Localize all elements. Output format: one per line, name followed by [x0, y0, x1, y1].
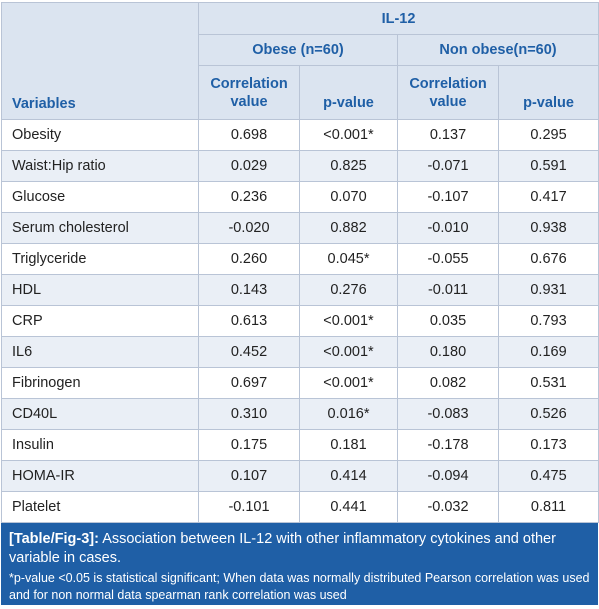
table-row: HOMA-IR 0.107 0.414 -0.094 0.475	[1, 460, 599, 492]
caption-main: [Table/Fig-3]: Association between IL-12…	[9, 530, 590, 568]
cell-pvalue-non-obese: 0.938	[497, 212, 599, 244]
cell-correlation-obese: 0.236	[198, 181, 300, 213]
cell-correlation-non-obese: -0.032	[397, 491, 499, 523]
subheader-line: value	[429, 93, 467, 110]
subheader-pvalue-non-obese: p-value	[497, 65, 599, 120]
group-header-non-obese: Non obese(n=60)	[396, 34, 599, 66]
cell-pvalue-non-obese: 0.173	[497, 429, 599, 461]
cell-correlation-non-obese: -0.010	[397, 212, 499, 244]
cell-correlation-non-obese: -0.011	[397, 274, 499, 306]
cell-correlation-non-obese: -0.055	[397, 243, 499, 275]
cell-variable: Glucose	[1, 181, 199, 213]
table-row: IL6 0.452 <0.001* 0.180 0.169	[1, 336, 599, 368]
table-row: Glucose 0.236 0.070 -0.107 0.417	[1, 181, 599, 213]
cell-correlation-obese: 0.698	[198, 119, 300, 151]
cell-pvalue-non-obese: 0.793	[497, 305, 599, 337]
cell-correlation-non-obese: 0.082	[397, 367, 499, 399]
cell-pvalue-obese: 0.882	[299, 212, 398, 244]
cell-correlation-non-obese: 0.035	[397, 305, 499, 337]
cell-pvalue-obese: 0.045*	[299, 243, 398, 275]
cell-variable: Fibrinogen	[1, 367, 199, 399]
cell-correlation-non-obese: -0.071	[397, 150, 499, 182]
table-header: Variables IL-12 Obese (n=60) Non obese(n…	[1, 2, 599, 120]
cell-correlation-obese: -0.020	[198, 212, 300, 244]
cell-correlation-obese: 0.143	[198, 274, 300, 306]
cell-variable: Triglyceride	[1, 243, 199, 275]
cell-correlation-obese: 0.452	[198, 336, 300, 368]
cell-correlation-obese: 0.175	[198, 429, 300, 461]
cell-variable: HOMA-IR	[1, 460, 199, 492]
cell-pvalue-non-obese: 0.475	[497, 460, 599, 492]
variables-header: Variables	[1, 2, 199, 120]
cell-pvalue-obese: <0.001*	[299, 119, 398, 151]
cell-variable: Serum cholesterol	[1, 212, 199, 244]
subheader-correlation-non-obese: Correlation value	[397, 65, 499, 120]
cell-pvalue-non-obese: 0.526	[497, 398, 599, 430]
cell-correlation-non-obese: 0.180	[397, 336, 499, 368]
cell-variable: Obesity	[1, 119, 199, 151]
correlation-table: Variables IL-12 Obese (n=60) Non obese(n…	[1, 2, 599, 523]
cell-correlation-non-obese: 0.137	[397, 119, 499, 151]
cell-correlation-obese: 0.697	[198, 367, 300, 399]
cell-correlation-obese: 0.260	[198, 243, 300, 275]
cell-pvalue-non-obese: 0.417	[497, 181, 599, 213]
table-row: Triglyceride 0.260 0.045* -0.055 0.676	[1, 243, 599, 275]
table-row: Waist:Hip ratio 0.029 0.825 -0.071 0.591	[1, 150, 599, 182]
cell-variable: HDL	[1, 274, 199, 306]
cell-pvalue-obese: <0.001*	[299, 336, 398, 368]
table-row: Platelet -0.101 0.441 -0.032 0.811	[1, 491, 599, 523]
cell-correlation-obese: -0.101	[198, 491, 300, 523]
subheader-correlation-obese: Correlation value	[198, 65, 300, 120]
table-row: Insulin 0.175 0.181 -0.178 0.173	[1, 429, 599, 461]
caption-footnote: *p-value <0.05 is statistical significan…	[9, 571, 590, 602]
cell-correlation-non-obese: -0.083	[397, 398, 499, 430]
cell-correlation-obese: 0.613	[198, 305, 300, 337]
cell-variable: IL6	[1, 336, 199, 368]
cell-pvalue-non-obese: 0.931	[497, 274, 599, 306]
caption-text: Association between IL-12 with other inf…	[9, 531, 556, 566]
cell-variable: CRP	[1, 305, 199, 337]
table-row: HDL 0.143 0.276 -0.011 0.931	[1, 274, 599, 306]
cell-correlation-non-obese: -0.107	[397, 181, 499, 213]
cell-correlation-obese: 0.310	[198, 398, 300, 430]
cell-pvalue-non-obese: 0.591	[497, 150, 599, 182]
cell-correlation-obese: 0.029	[198, 150, 300, 182]
subheader-line: value	[230, 93, 268, 110]
cell-pvalue-non-obese: 0.169	[497, 336, 599, 368]
table-body: Obesity 0.698 <0.001* 0.137 0.295 Waist:Hip r…	[1, 119, 599, 523]
cell-pvalue-obese: 0.825	[299, 150, 398, 182]
cell-pvalue-non-obese: 0.295	[497, 119, 599, 151]
table-row: Fibrinogen 0.697 <0.001* 0.082 0.531	[1, 367, 599, 399]
figure-caption: [Table/Fig-3]: Association between IL-12…	[1, 523, 598, 605]
table-row: Serum cholesterol -0.020 0.882 -0.010 0.938	[1, 212, 599, 244]
caption-label: [Table/Fig-3]:	[9, 531, 99, 547]
table-row: CD40L 0.310 0.016* -0.083 0.526	[1, 398, 599, 430]
cell-pvalue-obese: 0.276	[299, 274, 398, 306]
cell-pvalue-obese: 0.441	[299, 491, 398, 523]
cell-pvalue-obese: 0.181	[299, 429, 398, 461]
table-row: CRP 0.613 <0.001* 0.035 0.793	[1, 305, 599, 337]
group-header-obese: Obese (n=60)	[198, 34, 398, 66]
table-row: Obesity 0.698 <0.001* 0.137 0.295	[1, 119, 599, 151]
subheader-pvalue-obese: p-value	[299, 65, 398, 120]
cell-pvalue-obese: 0.070	[299, 181, 398, 213]
il12-header: IL-12	[197, 2, 599, 35]
cell-correlation-obese: 0.107	[198, 460, 300, 492]
cell-pvalue-non-obese: 0.811	[497, 491, 599, 523]
cell-variable: Insulin	[1, 429, 199, 461]
cell-pvalue-non-obese: 0.531	[497, 367, 599, 399]
cell-variable: Platelet	[1, 491, 199, 523]
cell-pvalue-obese: <0.001*	[299, 367, 398, 399]
cell-pvalue-obese: 0.016*	[299, 398, 398, 430]
cell-variable: Waist:Hip ratio	[1, 150, 199, 182]
cell-correlation-non-obese: -0.094	[397, 460, 499, 492]
cell-pvalue-non-obese: 0.676	[497, 243, 599, 275]
subheader-line: Correlation	[210, 75, 288, 92]
cell-pvalue-obese: <0.001*	[299, 305, 398, 337]
cell-pvalue-obese: 0.414	[299, 460, 398, 492]
cell-correlation-non-obese: -0.178	[397, 429, 499, 461]
subheader-line: Correlation	[409, 75, 487, 92]
cell-variable: CD40L	[1, 398, 199, 430]
